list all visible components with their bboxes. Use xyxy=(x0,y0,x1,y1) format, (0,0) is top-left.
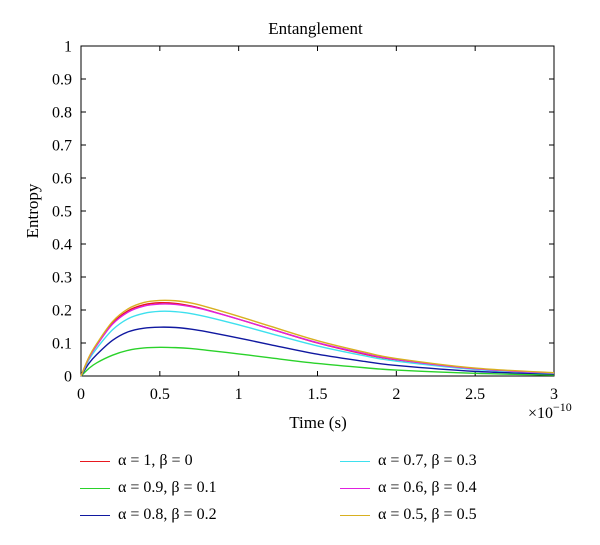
y-axis: 0 0.1 0.2 0.3 0.4 0.5 0.6 0.7 0.8 0.9 1 xyxy=(52,39,554,386)
x-multiplier-base: ×10 xyxy=(528,405,553,422)
y-tick-label: 0.5 xyxy=(52,204,72,221)
y-tick-label: 0.4 xyxy=(52,237,72,254)
legend-item: α = 0.6, β = 0.4 xyxy=(340,477,550,499)
legend-swatch xyxy=(80,514,110,516)
y-tick-label: 0 xyxy=(64,369,72,386)
x-tick-label: 1.5 xyxy=(308,386,328,403)
legend-item: α = 0.8, β = 0.2 xyxy=(80,504,340,526)
legend-label: α = 1, β = 0 xyxy=(118,452,193,469)
x-tick-label: 0.5 xyxy=(150,386,170,403)
y-tick-label: 0.2 xyxy=(52,303,72,320)
legend-swatch xyxy=(80,460,110,462)
x-tick-label: 2 xyxy=(392,386,400,403)
series-line-3 xyxy=(80,326,555,377)
legend-label: α = 0.5, β = 0.5 xyxy=(378,506,477,523)
legend-label: α = 0.7, β = 0.3 xyxy=(378,452,477,469)
y-tick-label: 1 xyxy=(64,39,72,56)
x-axis: 0 0.5 1 1.5 2 2.5 3 xyxy=(77,46,558,403)
y-tick-label: 0.9 xyxy=(52,72,72,89)
y-tick-label: 0.1 xyxy=(52,336,72,353)
series-line-2 xyxy=(80,346,555,377)
x-multiplier: ×10−10 xyxy=(528,400,572,422)
x-tick-label: 2.5 xyxy=(465,386,485,403)
legend-swatch xyxy=(80,487,110,489)
series-lines xyxy=(80,299,555,377)
legend-label: α = 0.8, β = 0.2 xyxy=(118,506,217,523)
x-axis-label: Time (s) xyxy=(289,413,346,432)
y-axis-label: Entropy xyxy=(23,183,42,238)
legend-swatch xyxy=(340,514,370,516)
chart-legend: α = 1, β = 0 α = 0.7, β = 0.3 α = 0.9, β =… xyxy=(80,450,550,526)
series-line-4 xyxy=(80,310,555,377)
y-tick-label: 0.3 xyxy=(52,270,72,287)
legend-item: α = 0.5, β = 0.5 xyxy=(340,504,550,526)
series-line-5 xyxy=(80,303,555,377)
series-line-1 xyxy=(80,301,555,377)
legend-swatch xyxy=(340,460,370,462)
plot-frame xyxy=(80,45,555,377)
x-tick-label: 1 xyxy=(235,386,243,403)
x-multiplier-exponent: −10 xyxy=(553,400,572,414)
legend-item: α = 0.7, β = 0.3 xyxy=(340,450,550,472)
legend-label: α = 0.6, β = 0.4 xyxy=(378,479,477,496)
legend-label: α = 0.9, β = 0.1 xyxy=(118,479,217,496)
y-tick-label: 0.7 xyxy=(52,138,72,155)
x-tick-label: 3 xyxy=(550,386,558,403)
series-line-6 xyxy=(80,299,555,377)
y-tick-label: 0.8 xyxy=(52,105,72,122)
y-tick-label: 0.6 xyxy=(52,171,72,188)
line-chart: Entanglement 0 0.1 0.2 0.3 0.4 0.5 0.6 0.7 0.8 0.… xyxy=(23,19,572,432)
legend-item: α = 1, β = 0 xyxy=(80,450,340,472)
x-tick-label: 0 xyxy=(77,386,85,403)
chart-title: Entanglement xyxy=(268,19,363,38)
legend-swatch xyxy=(340,487,370,489)
legend-item: α = 0.9, β = 0.1 xyxy=(80,477,340,499)
